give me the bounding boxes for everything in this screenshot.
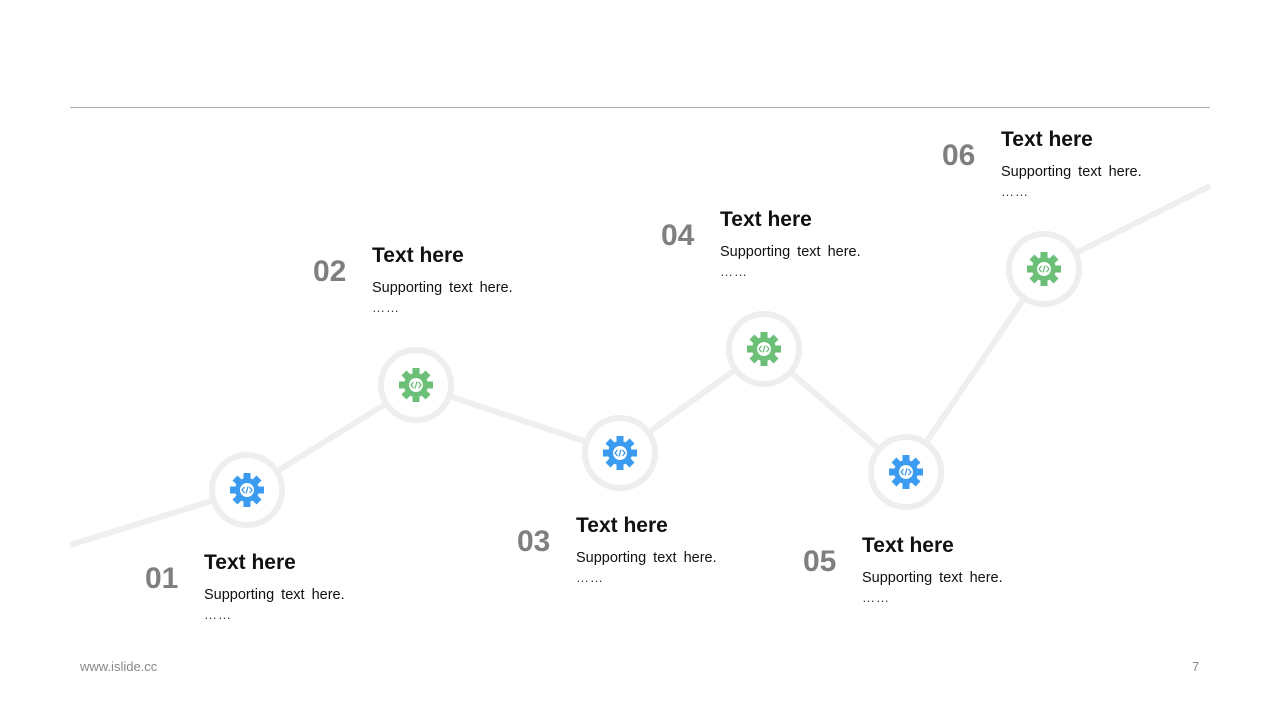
gear-code-icon (399, 368, 433, 402)
step-title: Text here (720, 208, 812, 231)
gear-code-icon (603, 436, 637, 470)
step-number: 02 (313, 255, 347, 288)
step-node (378, 347, 454, 423)
page-number: 7 (1192, 659, 1200, 674)
step-ellipsis: …… (576, 570, 604, 585)
step-subtitle: Supporting text here. (862, 570, 1003, 586)
step-title: Text here (372, 244, 464, 267)
footer-website: www.islide.cc (80, 659, 158, 674)
step-node (726, 311, 802, 387)
top-divider (70, 107, 1210, 108)
step-title: Text here (204, 551, 296, 574)
step-node (1006, 231, 1082, 307)
step-4-text: Text here Supporting text here. …… (720, 208, 861, 279)
step-ellipsis: …… (720, 264, 748, 279)
step-number: 01 (145, 562, 179, 595)
step-title: Text here (862, 534, 954, 557)
step-subtitle: Supporting text here. (372, 280, 513, 296)
step-subtitle: Supporting text here. (576, 550, 717, 566)
step-ellipsis: …… (372, 300, 400, 315)
step-subtitle: Supporting text here. (720, 244, 861, 260)
gear-code-icon (747, 332, 781, 366)
step-subtitle: Supporting text here. (1001, 164, 1142, 180)
step-ellipsis: …… (862, 590, 890, 605)
step-number: 05 (803, 545, 837, 578)
step-3-text: Text here Supporting text here. …… (576, 514, 717, 585)
step-number: 04 (661, 219, 695, 252)
gear-code-icon (889, 455, 923, 489)
step-6-text: Text here Supporting text here. …… (1001, 128, 1142, 199)
step-5-text: Text here Supporting text here. …… (862, 534, 1003, 605)
step-node (209, 452, 285, 528)
step-node (868, 434, 944, 510)
step-1-text: Text here Supporting text here. …… (204, 551, 345, 622)
step-subtitle: Supporting text here. (204, 587, 345, 603)
step-ellipsis: …… (1001, 184, 1029, 199)
step-number: 06 (942, 139, 976, 172)
gear-code-icon (1027, 252, 1061, 286)
step-node (582, 415, 658, 491)
step-number: 03 (517, 525, 551, 558)
step-2-text: Text here Supporting text here. …… (372, 244, 513, 315)
step-title: Text here (1001, 128, 1093, 151)
gear-code-icon (230, 473, 264, 507)
step-ellipsis: …… (204, 607, 232, 622)
step-title: Text here (576, 514, 668, 537)
